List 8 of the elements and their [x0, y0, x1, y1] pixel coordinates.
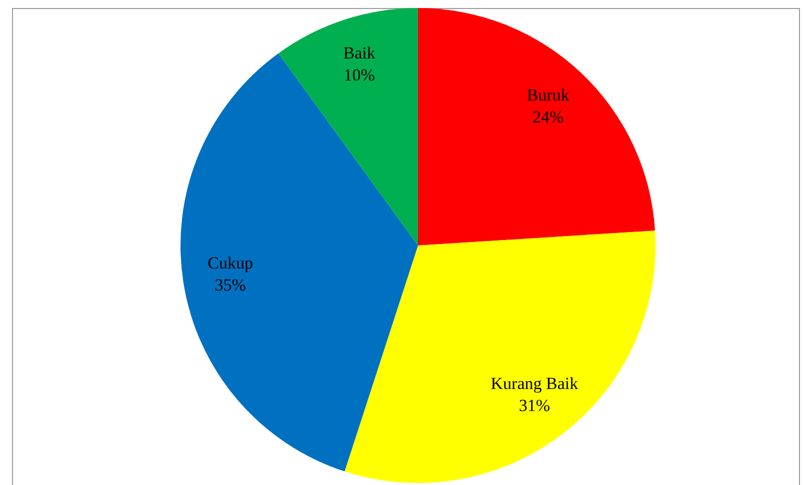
data-label: 24% [532, 107, 564, 126]
slice-label: Kurang Baik [490, 374, 579, 394]
slice-label: Buruk [526, 85, 570, 104]
data-label: 35% [214, 276, 246, 295]
slice-label: Baik [343, 43, 376, 62]
data-label: 31% [518, 396, 550, 416]
slice-label: Cukup [208, 254, 254, 273]
data-label: 10% [344, 65, 375, 84]
